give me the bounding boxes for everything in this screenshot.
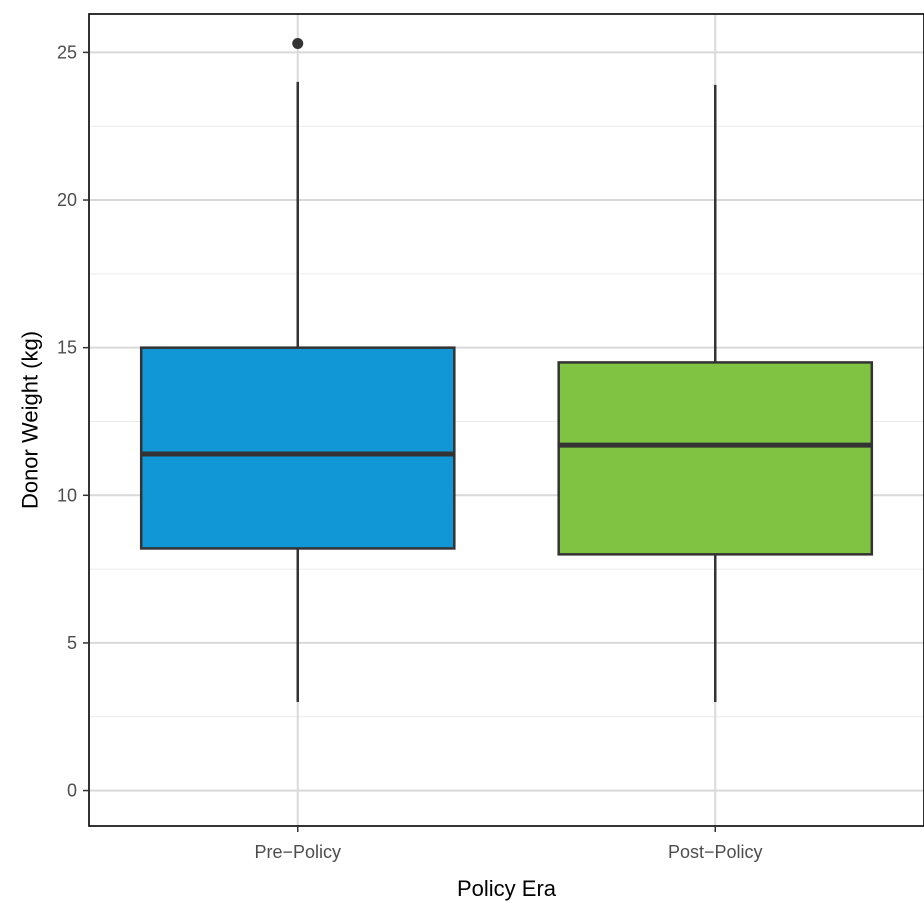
y-tick-label: 15	[57, 338, 77, 358]
boxes	[139, 38, 874, 702]
y-tick-label: 5	[67, 633, 77, 653]
x-tick-label: Pre−Policy	[254, 842, 341, 862]
y-tick-label: 0	[67, 781, 77, 801]
outlier-point	[292, 38, 304, 50]
y-tick-label: 25	[57, 42, 77, 62]
y-axis-title: Donor Weight (kg)	[18, 331, 43, 509]
x-axis: Pre−Policy Post−Policy	[254, 826, 763, 862]
box-1	[139, 38, 456, 702]
panel-border	[88, 13, 924, 827]
y-axis: 0 5 10 15 20 25	[57, 42, 89, 801]
box-body	[139, 346, 456, 550]
x-axis-title: Policy Era	[457, 876, 557, 901]
x-tick-label: Post−Policy	[668, 842, 763, 862]
y-tick-label: 10	[57, 485, 77, 505]
y-tick-label: 20	[57, 190, 77, 210]
box-2	[557, 84, 874, 702]
box-body	[557, 361, 874, 556]
